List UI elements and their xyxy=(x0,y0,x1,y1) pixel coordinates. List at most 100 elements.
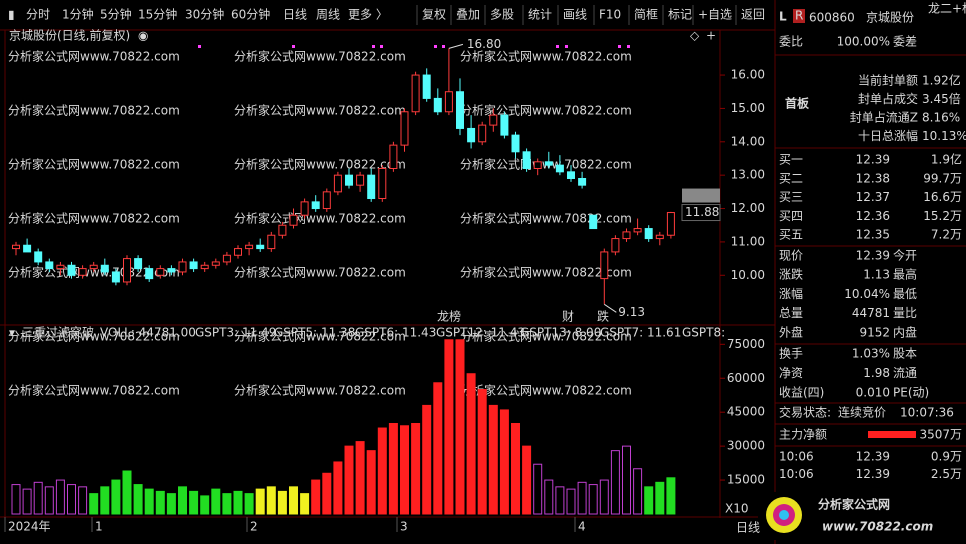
toolbar-tab[interactable]: 更多 〉 xyxy=(348,8,388,22)
volume-bar xyxy=(444,339,454,515)
row-label: 外盘 xyxy=(779,324,803,339)
volume-bar xyxy=(133,484,143,515)
watermark: 分析家公式网www.70822.com xyxy=(234,329,406,344)
toolbar-tab[interactable]: 分时 xyxy=(26,8,50,22)
last-price-box xyxy=(681,204,721,222)
toolbar-tab[interactable]: 60分钟 xyxy=(231,7,270,22)
candle-body xyxy=(378,167,387,200)
row-label: 净资 xyxy=(779,366,803,380)
indicator-name: 三重过滤突破 xyxy=(22,325,94,340)
watermark: 分析家公式网www.70822.com xyxy=(460,211,632,226)
logo-icon-core xyxy=(779,510,789,520)
candle-body xyxy=(134,258,143,270)
row-value: 1.98 xyxy=(863,366,890,380)
row-label: 涨幅 xyxy=(779,286,803,301)
candle-body xyxy=(89,264,98,270)
toolbar-button[interactable]: 叠加 xyxy=(456,8,480,22)
row-label: 买三 xyxy=(779,190,803,204)
seal-label: 封单占流通Z xyxy=(850,110,918,125)
watermark: 分析家公式网www.70822.com xyxy=(8,383,180,398)
plus-icon[interactable]: + xyxy=(706,29,716,43)
row-label: 换手 xyxy=(779,347,803,361)
event-marker[interactable]: 龙榜 xyxy=(437,309,461,324)
toolbar-button[interactable]: +自选 xyxy=(698,8,732,22)
toolbar-button[interactable]: 画线 xyxy=(563,8,587,22)
y-tick-label: 11.00 xyxy=(731,234,765,248)
flag-box xyxy=(793,9,805,23)
candle-body xyxy=(633,228,642,233)
row-extra: 16.6万 xyxy=(923,190,962,204)
watermark: 分析家公式网www.70822.com xyxy=(460,329,632,344)
candle-body xyxy=(567,171,575,180)
candle-body xyxy=(300,201,309,216)
logo-url: www.70822.com xyxy=(822,520,933,534)
row-extra: 15.2万 xyxy=(923,209,962,223)
toolbar-button[interactable]: 简框 xyxy=(634,8,658,22)
y2-tick-label: 45000 xyxy=(727,405,765,419)
row-extra: 1.9亿 xyxy=(931,152,962,167)
row-label: 涨跌 xyxy=(779,267,803,282)
volume-bar xyxy=(211,488,221,515)
volume-bar xyxy=(22,488,32,515)
candle-body xyxy=(100,264,109,273)
row-value: 10.04% xyxy=(844,287,890,301)
toolbar-button[interactable]: F10 xyxy=(599,8,621,22)
row-value: 12.35 xyxy=(856,228,890,242)
indicator-value: GSPT3: 11.49 xyxy=(195,326,276,340)
volume-bar xyxy=(400,425,409,515)
row-value: 12.38 xyxy=(856,171,890,185)
volume-bar xyxy=(244,493,254,515)
toolbar-tab[interactable]: 日线 xyxy=(283,8,307,22)
candle-body xyxy=(189,261,198,270)
toolbar-button[interactable]: 标记 xyxy=(668,8,692,22)
row-label: 买二 xyxy=(779,171,803,185)
row-extra: 99.7万 xyxy=(923,171,962,185)
candle-body xyxy=(367,174,376,200)
volume-bar xyxy=(511,423,520,515)
indicator-value: GSPT7: 11.61 xyxy=(600,326,681,340)
event-marker[interactable]: 跌 xyxy=(597,309,609,324)
indicator-toggle[interactable]: ▾ xyxy=(9,326,15,340)
menu-icon[interactable]: ▮ xyxy=(8,8,15,22)
seal-label: 封单占成交 xyxy=(858,91,918,106)
volume-bar xyxy=(388,423,398,515)
indicator-value: GSPT6: 11.43 xyxy=(355,326,436,340)
volume-bar xyxy=(610,450,620,515)
y2-tick-label: 30000 xyxy=(727,439,765,453)
volume-bar xyxy=(44,486,54,515)
candle-body xyxy=(234,248,242,256)
watermark: 分析家公式网www.70822.com xyxy=(8,157,180,172)
row-extra: 0.9万 xyxy=(931,450,962,464)
toolbar-tab[interactable]: 周线 xyxy=(316,8,340,22)
y-tick-label: 10.00 xyxy=(731,268,765,282)
toolbar-tab[interactable]: 1分钟 xyxy=(62,7,94,22)
volume-bar xyxy=(499,409,509,515)
toolbar-tab[interactable]: 15分钟 xyxy=(138,7,177,22)
toolbar-tab[interactable]: 5分钟 xyxy=(100,7,132,22)
diamond-icon[interactable]: ◇ xyxy=(690,29,700,43)
toolbar-tab[interactable]: 30分钟 xyxy=(185,7,224,22)
toolbar-button[interactable]: 复权 xyxy=(422,8,446,22)
row-value: 9152 xyxy=(859,325,890,339)
candle-body xyxy=(111,271,120,283)
volume-bar xyxy=(433,382,443,515)
volume-bar xyxy=(178,486,187,515)
volume-bar xyxy=(644,486,654,515)
title-toggle[interactable]: ◉ xyxy=(138,29,148,43)
row-value: 12.37 xyxy=(856,190,890,204)
row-label: 总量 xyxy=(779,306,803,320)
y-tick-label: 16.00 xyxy=(731,68,765,82)
toolbar-button[interactable]: 多股 xyxy=(490,8,514,22)
high-pointer xyxy=(448,43,464,49)
row-value: 12.39 xyxy=(856,450,890,464)
candle-body xyxy=(578,178,587,186)
event-marker[interactable]: 财 xyxy=(562,310,574,324)
volume-bar xyxy=(622,445,631,515)
row-extra: 流通 xyxy=(893,366,917,380)
candle-body xyxy=(23,244,32,253)
net-bar xyxy=(868,431,916,438)
toolbar-button[interactable]: 统计 xyxy=(528,8,552,22)
candle-body xyxy=(333,174,342,193)
toolbar-button[interactable]: 返回 xyxy=(741,8,765,22)
